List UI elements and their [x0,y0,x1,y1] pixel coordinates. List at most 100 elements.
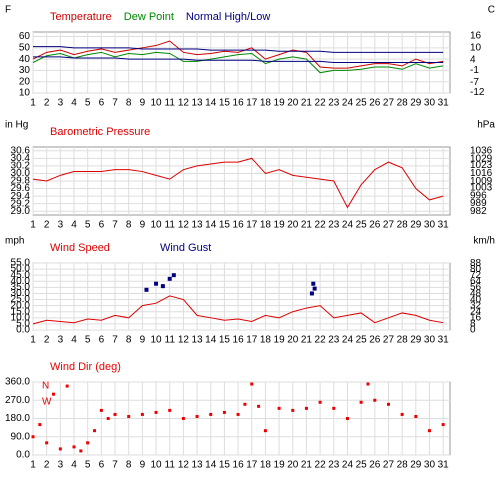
data-point [263,429,267,433]
x-tick-label: 30 [424,98,436,109]
data-point [222,410,226,414]
data-point [277,406,281,410]
x-tick-label: 28 [397,460,409,471]
y2-tick-label: 16 [470,30,482,41]
x-tick-label: 18 [260,335,272,346]
y2-tick-label: 996 [470,190,487,201]
x-tick-label: 1 [30,220,36,231]
x-tick-label: 29 [410,460,422,471]
y-tick-label: 40 [19,54,31,65]
x-tick-label: 8 [126,98,132,109]
x-tick-label: 8 [126,460,132,471]
x-tick-label: 5 [85,98,91,109]
data-point [52,392,56,396]
data-point [31,435,35,439]
series-line [33,46,444,53]
x-tick-label: 5 [85,460,91,471]
y-tick-label: 25.0 [11,294,31,305]
y-tick-label: 29.6 [11,183,31,194]
y-axis-unit: F [5,5,11,16]
legend-entry: Wind Dir (deg) [50,361,121,373]
y2-tick-label: 8 [470,319,476,330]
y2-tick-label: 24 [470,306,482,317]
x-tick-label: 31 [438,335,450,346]
y-tick-label: 45.0 [11,270,31,281]
x-tick-label: 16 [233,335,245,346]
y-tick-label: 5.0 [16,319,30,330]
y-tick-label: 30 [19,65,31,76]
x-tick-label: 11 [165,335,176,346]
y2-tick-label: 80 [470,264,482,275]
x-tick-label: 7 [112,335,118,346]
y2-tick-label: 1023 [470,160,493,171]
y-tick-label: 50 [19,42,31,53]
y2-tick-label: 1036 [470,146,493,157]
x-tick-label: 9 [140,98,146,109]
x-tick-label: 11 [165,220,176,231]
y-tick-label: 20 [19,76,31,87]
x-tick-label: 29 [410,98,422,109]
x-tick-label: 18 [260,220,272,231]
x-tick-label: 21 [301,335,313,346]
y-tick-label: 29.2 [11,198,31,209]
y2-tick-label: 1003 [470,183,493,194]
x-tick-label: 5 [85,220,91,231]
x-tick-label: 3 [58,98,64,109]
x-tick-label: 8 [126,335,132,346]
x-tick-label: 12 [178,335,190,346]
series-line [32,157,444,209]
y-tick-label: 30.2 [11,161,31,172]
x-tick-label: 17 [246,220,258,231]
y2-tick-label: 72 [470,270,482,281]
x-tick-label: 9 [140,335,146,346]
y-tick-label: 29.0 [11,206,31,217]
x-tick-label: 31 [438,98,450,109]
x-tick-label: 24 [342,220,354,231]
data-point [140,412,144,416]
y-tick-label: 30.0 [11,168,31,179]
data-point [181,417,185,420]
y-tick-label: 10.0 [11,312,31,323]
x-tick-label: 10 [150,335,162,346]
x-tick-label: 26 [369,460,381,471]
data-point [106,417,110,420]
x-tick-label: 11 [165,460,176,471]
x-tick-label: 13 [192,98,204,109]
x-tick-label: 6 [99,98,105,109]
y2-tick-label: -1 [470,65,479,76]
data-point [99,408,103,412]
y2-tick-label: 1016 [470,168,493,179]
x-tick-label: 27 [383,98,395,109]
x-tick-label: 16 [233,460,245,471]
data-point [441,423,445,427]
series-line [32,51,444,74]
y-tick-label: 15.0 [11,306,31,317]
x-tick-label: 24 [342,98,354,109]
x-tick-label: 15 [219,460,231,471]
y-tick-label: 30.0 [11,288,31,299]
x-tick-label: 10 [150,98,162,109]
y2-tick-label: 32 [470,300,482,311]
y2-tick-label: 88 [470,258,482,269]
x-tick-label: 20 [287,98,299,109]
x-tick-label: 14 [205,460,217,471]
y2-tick-label: 56 [470,282,482,293]
x-tick-label: 14 [205,220,217,231]
data-point [386,402,390,406]
data-point [113,412,117,416]
x-tick-label: 2 [44,220,50,231]
y2-tick-label: 64 [470,276,482,287]
data-point [144,287,149,292]
y2-tick-label: 4 [470,55,476,66]
x-tick-label: 23 [328,460,340,471]
data-point [400,412,404,416]
x-tick-label: 10 [150,460,162,471]
series-line [32,40,444,69]
x-tick-label: 6 [99,335,105,346]
data-point [304,406,308,410]
y-tick-label: 29.8 [11,176,31,187]
y-tick-label: 360.0 [5,377,30,388]
x-tick-label: 19 [274,460,286,471]
x-tick-label: 22 [315,98,327,109]
x-tick-label: 30 [424,335,436,346]
